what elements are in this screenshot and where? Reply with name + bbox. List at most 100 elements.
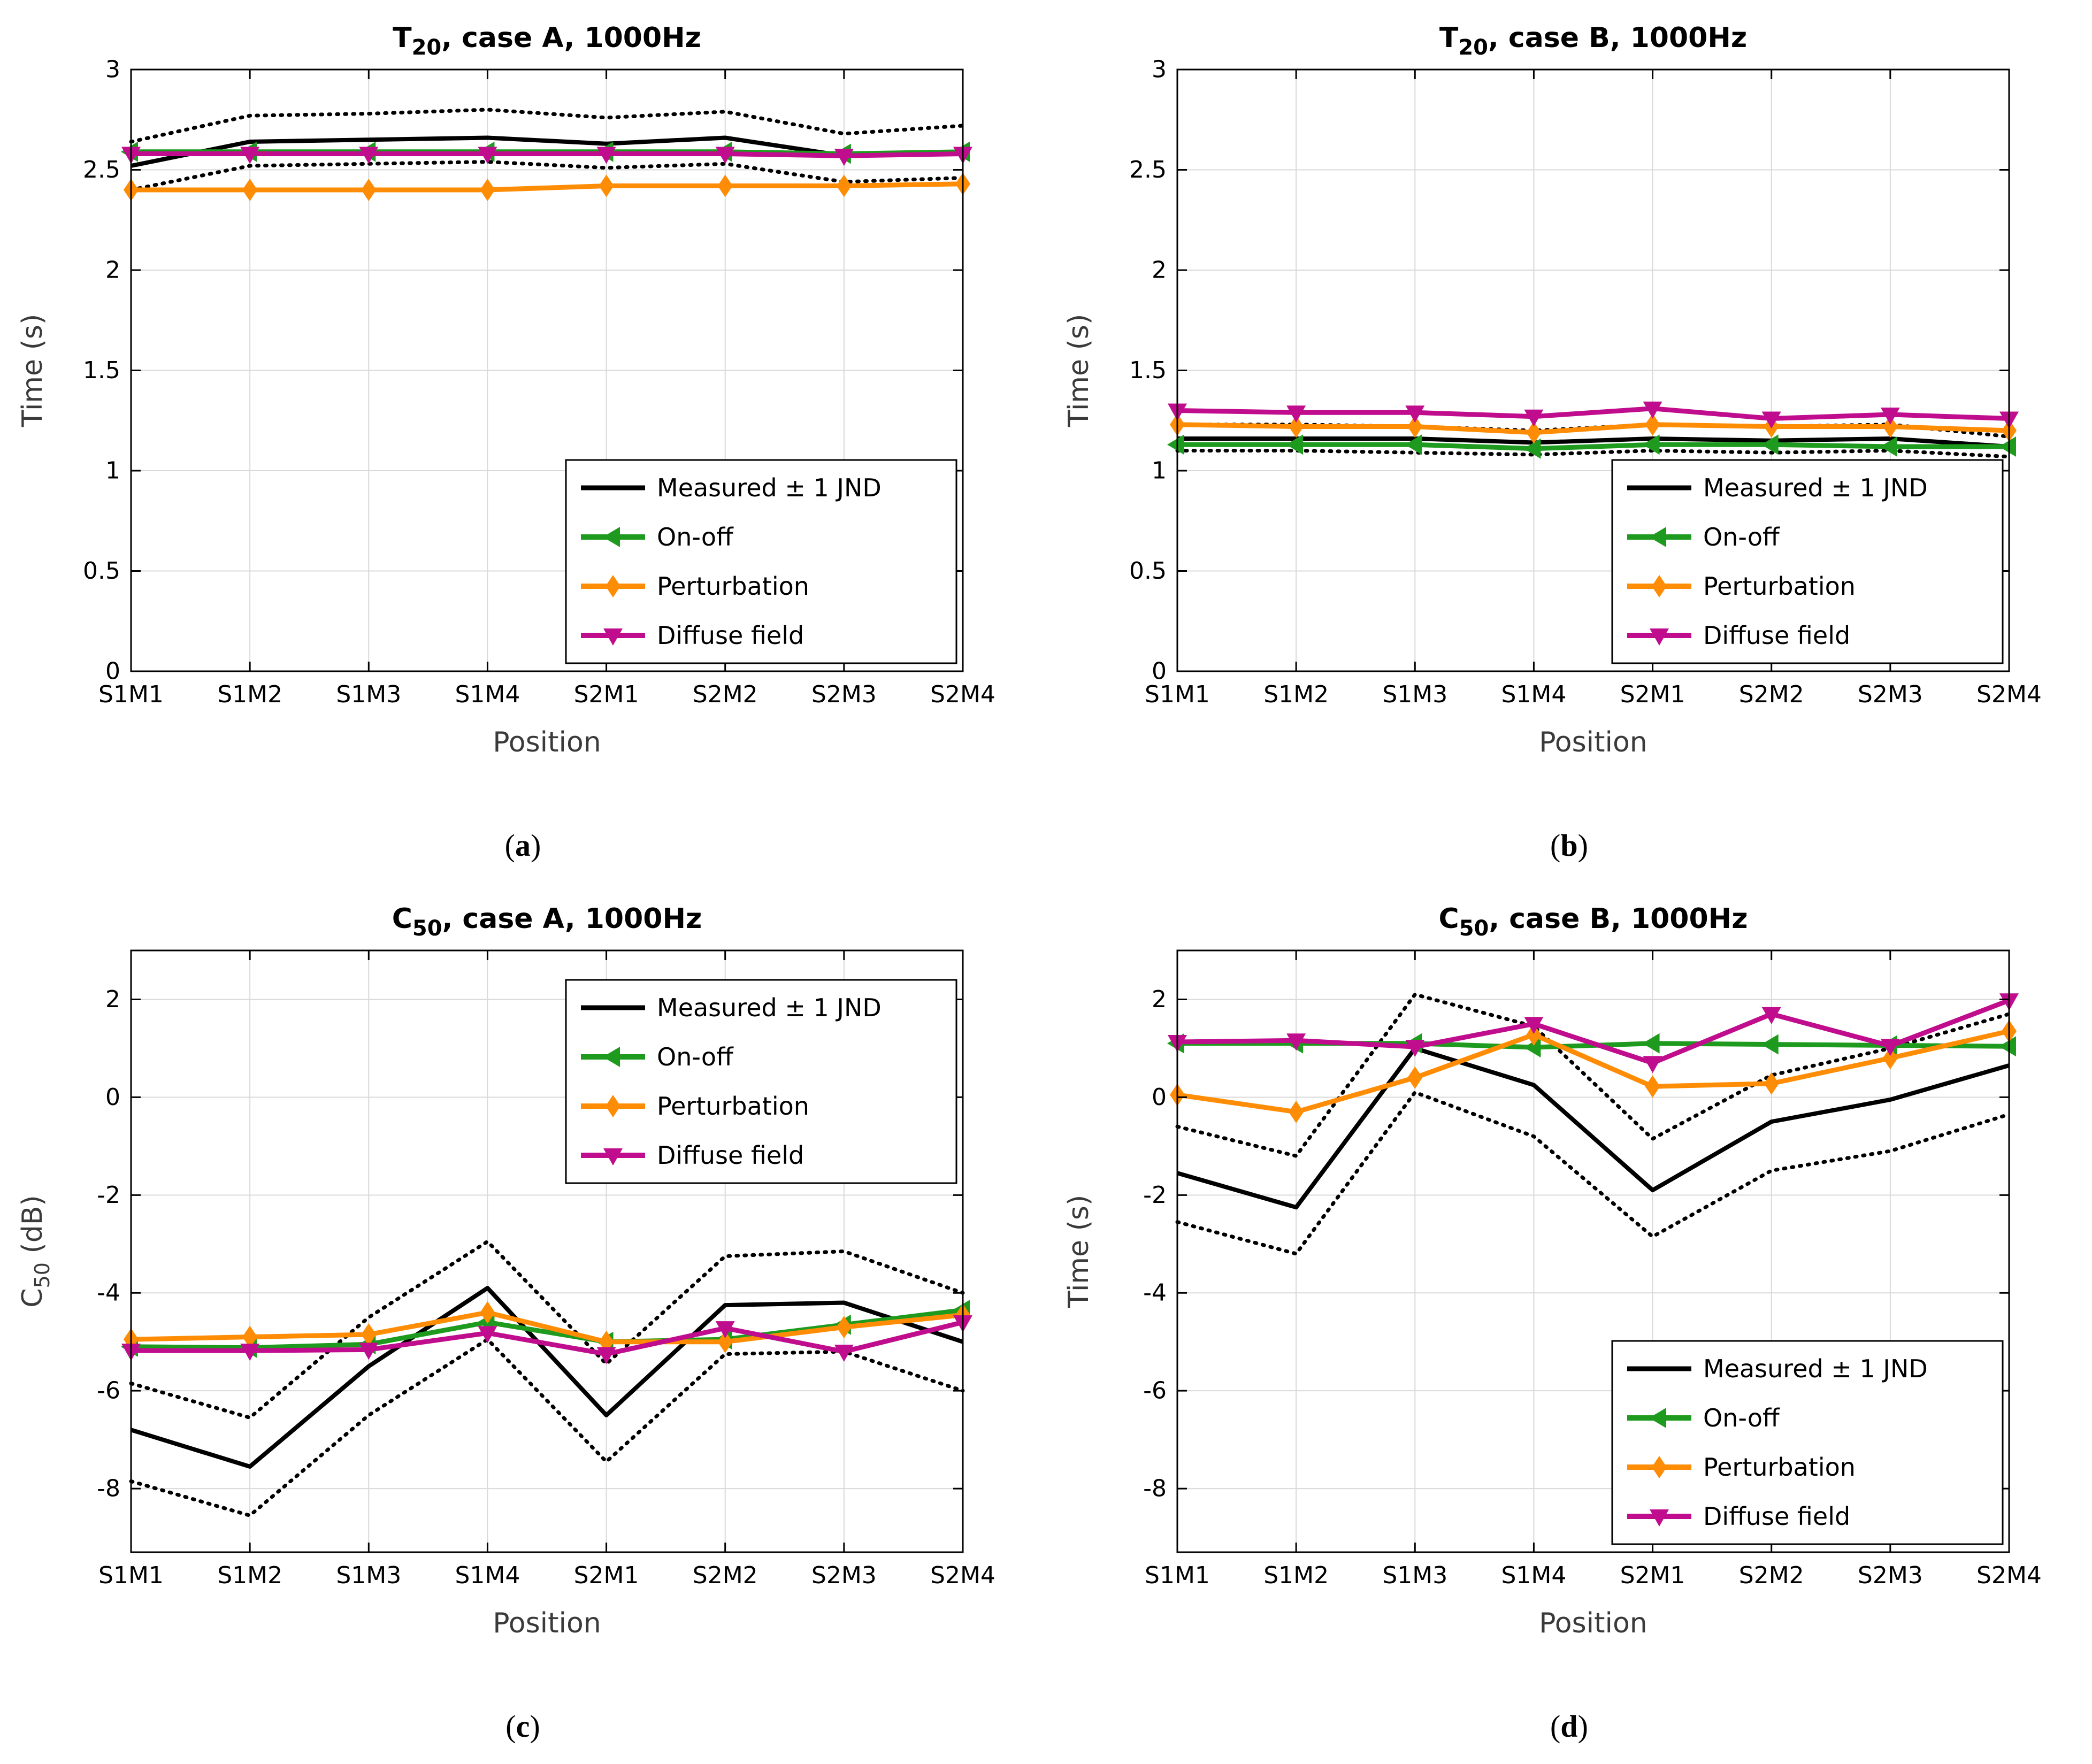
marker-triangle-down — [478, 147, 497, 164]
marker-triangle-down — [240, 147, 260, 164]
series-markers-diffuse — [1168, 993, 2019, 1073]
series-line-jnd_lower — [129, 1337, 965, 1517]
axis-ticks — [130, 68, 964, 672]
ytick-label: -6 — [1143, 1377, 1167, 1405]
legend-label-measured: Measured ± 1 JND — [1703, 473, 1928, 502]
legend-marker-on_off — [1649, 527, 1666, 547]
ytick-label: 1.5 — [1129, 357, 1167, 384]
ytick-label: -2 — [1143, 1182, 1167, 1209]
xtick-label: S1M4 — [1501, 681, 1566, 708]
xtick-label: S2M2 — [693, 681, 758, 708]
series-group — [121, 1239, 972, 1517]
marker-triangle-down — [834, 149, 854, 166]
legend-marker-on_off — [603, 527, 620, 547]
xtick-label: S2M4 — [1976, 681, 2042, 708]
marker-diamond — [1526, 1023, 1542, 1046]
chart-d: 2 0 -2 -4 -6 -8 S1M1 S1M2 S1M3 S1M4 S2M1 S2M2 S2M3 S2… — [1063, 903, 2042, 1744]
series-line-measured — [1176, 1046, 2010, 1210]
axes-border — [130, 949, 964, 1553]
series-line-measured — [130, 1286, 964, 1469]
ytick-label: 2 — [105, 257, 120, 284]
legend-label-perturbation: Perturbation — [657, 1092, 809, 1121]
chart-b: 0 0.5 1 1.5 2 2.5 3 S1M1 S1M2 S1M3 S1M4 S2M1 S2M2 S2M… — [1063, 22, 2042, 863]
legend: Measured ± 1 JND On-off Perturbation Diffus… — [1611, 459, 2004, 664]
marker-diamond — [480, 179, 495, 201]
ytick-label: 1.5 — [83, 357, 120, 384]
chart-b-container: 0 0.5 1 1.5 2 2.5 3 S1M1 S1M2 S1M3 S1M4 S2M1 S2M2 S2M… — [1046, 0, 2092, 881]
marker-diamond — [361, 1323, 377, 1346]
legend-label-diffuse: Diffuse field — [657, 621, 804, 650]
xtick-label: S2M3 — [1858, 1562, 1923, 1589]
xtick-label: S1M4 — [1501, 1562, 1566, 1589]
chart-title: T20, case B, 1000Hz — [1439, 22, 1747, 60]
ytick-label: 0.5 — [1129, 557, 1167, 585]
xtick-label: S1M1 — [98, 1562, 164, 1589]
ytick-label: 0 — [105, 658, 120, 685]
xtick-label: S2M2 — [693, 1562, 758, 1589]
series-line-perturbation — [1177, 1029, 2010, 1115]
chart-d-container: 2 0 -2 -4 -6 -8 S1M1 S1M2 S1M3 S1M4 S2M1 S2M2 S2M3 S2… — [1046, 881, 2092, 1762]
xtick-label: S1M4 — [455, 1562, 520, 1589]
legend-label-measured: Measured ± 1 JND — [657, 473, 882, 502]
marker-diamond — [1407, 415, 1423, 438]
legend-label-perturbation: Perturbation — [1703, 572, 1856, 601]
xtick-label: S2M3 — [1858, 681, 1923, 708]
legend: Measured ± 1 JND On-off Perturbation Diffus… — [565, 459, 957, 664]
legend-marker-perturbation — [606, 1095, 620, 1117]
chart-a-container: 0 0.5 1 1.5 2 2.5 3 S1M1 S1M2 S1M3 S1M4 S2M1 S2M2 S2M… — [0, 0, 1046, 881]
legend-label-on_off: On-off — [1703, 523, 1780, 551]
legend-label-diffuse: Diffuse field — [1703, 1502, 1850, 1531]
legend-marker-diffuse — [603, 628, 623, 646]
xtick-label: S2M2 — [1739, 1562, 1804, 1589]
chart-c-container: 2 0 -2 -4 -6 -8 S1M1 S1M2 S1M3 S1M4 S2M1 S2M2 S2M3 S2… — [0, 881, 1046, 1762]
x-axis-label: Position — [1539, 1607, 1647, 1639]
series-markers-on_off — [1167, 434, 2016, 459]
xtick-label: S2M2 — [1739, 681, 1804, 708]
ytick-label: 3 — [105, 56, 120, 83]
marker-triangle-left — [1761, 434, 1779, 455]
marker-diamond — [361, 179, 377, 201]
series-line-jnd_upper — [129, 1239, 965, 1420]
marker-triangle-down — [1405, 405, 1425, 423]
ytick-label: -8 — [97, 1475, 120, 1502]
marker-triangle-down — [1643, 401, 1662, 419]
xtick-label: S1M3 — [1382, 681, 1447, 708]
xtick-label: S1M2 — [1263, 681, 1329, 708]
marker-diamond — [717, 1330, 733, 1353]
xtick-label: S2M1 — [1620, 681, 1685, 708]
marker-diamond — [242, 1325, 258, 1348]
ytick-label: 0 — [1152, 1084, 1167, 1111]
chart-title: C50, case B, 1000Hz — [1439, 903, 1748, 941]
ytick-label: 0 — [1152, 658, 1167, 685]
marker-triangle-down — [359, 147, 379, 164]
ytick-label: -6 — [97, 1377, 120, 1405]
marker-diamond — [1882, 1047, 1898, 1070]
subfigure-caption: (c) — [505, 1709, 540, 1744]
ytick-label: 2 — [1152, 986, 1167, 1013]
xtick-label: S2M4 — [1976, 1562, 2042, 1589]
marker-triangle-left — [1167, 434, 1184, 455]
marker-triangle-down — [478, 1326, 497, 1344]
xtick-label: S2M4 — [930, 1562, 995, 1589]
legend-label-measured: Measured ± 1 JND — [657, 993, 882, 1022]
legend-marker-diffuse — [1650, 1509, 1669, 1527]
xtick-label: S2M1 — [1620, 1562, 1685, 1589]
marker-triangle-down — [1880, 1039, 1900, 1056]
legend-label-perturbation: Perturbation — [657, 572, 809, 601]
ytick-label: -4 — [1143, 1279, 1167, 1307]
marker-diamond — [599, 174, 614, 197]
marker-triangle-down — [715, 1321, 735, 1339]
ytick-label: -4 — [97, 1279, 120, 1307]
legend-label-perturbation: Perturbation — [1703, 1453, 1856, 1482]
chart-title: C50, case A, 1000Hz — [392, 903, 702, 941]
xtick-label: S1M1 — [1145, 681, 1210, 708]
marker-triangle-left — [1523, 1037, 1541, 1058]
ytick-label: 2 — [105, 986, 120, 1013]
legend-marker-diffuse — [603, 1148, 623, 1165]
xtick-label: S2M1 — [574, 681, 639, 708]
ytick-label: 2.5 — [83, 156, 120, 183]
marker-triangle-left — [1761, 1034, 1779, 1055]
marker-triangle-down — [834, 1345, 854, 1362]
legend-box — [565, 459, 957, 664]
